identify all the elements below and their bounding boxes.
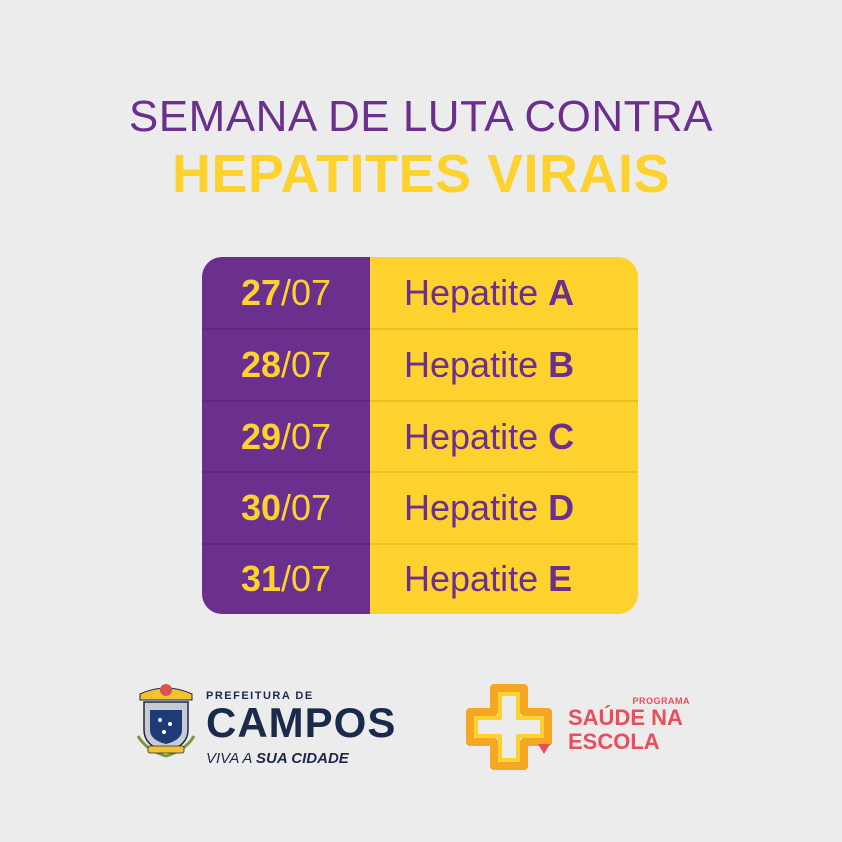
campos-name: CAMPOS xyxy=(206,699,397,746)
campos-tagline-start: VIVA A xyxy=(206,750,257,767)
date-cell: 27/07 xyxy=(202,257,370,329)
hepatitis-letter: B xyxy=(548,344,575,386)
date-cell: 31/07 xyxy=(202,542,370,614)
hepatitis-cell: Hepatite A xyxy=(370,257,638,329)
campos-prefix: PREFEITURA DE xyxy=(206,690,314,702)
date-cell: 30/07 xyxy=(202,471,370,543)
date-month: /07 xyxy=(281,415,332,457)
saude-line-1: SAÚDE NA xyxy=(568,705,683,730)
date-month: /07 xyxy=(281,558,332,600)
title-line-2: HEPATITES VIRAIS xyxy=(171,144,671,204)
campos-tagline: VIVA A SUA CIDADE xyxy=(206,750,396,767)
saude-line-2: ESCOLA xyxy=(568,729,660,754)
hepatitis-letter: C xyxy=(548,415,575,457)
campos-crest-icon xyxy=(136,684,196,758)
date-day: 29 xyxy=(240,415,281,457)
hepatitis-letter: A xyxy=(548,271,575,313)
date-day: 31 xyxy=(240,558,281,600)
date-day: 28 xyxy=(240,344,281,386)
schedule-row: 31/07 Hepatite E xyxy=(202,542,638,614)
hepatitis-cell: Hepatite D xyxy=(370,471,638,543)
hepatitis-name: Hepatite xyxy=(404,558,539,600)
campos-tagline-bold: SUA CIDADE xyxy=(256,750,349,767)
date-day: 27 xyxy=(240,271,281,313)
schedule-row: 30/07 Hepatite D xyxy=(202,471,638,543)
hepatitis-name: Hepatite xyxy=(404,415,539,457)
health-cross-icon xyxy=(466,684,552,770)
date-cell: 28/07 xyxy=(202,328,370,400)
saude-program-label: PROGRAMA xyxy=(632,696,690,706)
date-cell: 29/07 xyxy=(202,399,370,472)
schedule-row: 28/07 Hepatite B xyxy=(202,328,638,400)
hepatitis-letter: D xyxy=(548,486,575,528)
hepatitis-name: Hepatite xyxy=(404,486,539,528)
hepatitis-cell: Hepatite C xyxy=(370,399,638,472)
title-line-1: SEMANA DE LUTA CONTRA xyxy=(128,92,714,141)
date-day: 30 xyxy=(240,486,281,528)
hepatitis-name: Hepatite xyxy=(404,344,539,386)
date-month: /07 xyxy=(281,486,332,528)
campos-logo: PREFEITURA DE CAMPOS VIVA A SUA CIDADE xyxy=(134,678,414,778)
hepatitis-cell: Hepatite B xyxy=(370,328,638,400)
schedule-row: 29/07 Hepatite C xyxy=(202,399,638,472)
saude-na-escola-logo: PROGRAMA SAÚDE NA ESCOLA xyxy=(464,682,714,772)
date-month: /07 xyxy=(281,344,332,386)
schedule-table: 27/07 Hepatite A 28/07 Hepatite B 29/07 … xyxy=(202,257,638,614)
hepatitis-cell: Hepatite E xyxy=(370,542,638,614)
hepatitis-name: Hepatite xyxy=(404,271,539,313)
schedule-row: 27/07 Hepatite A xyxy=(202,257,638,329)
date-month: /07 xyxy=(281,271,332,313)
hepatitis-letter: E xyxy=(548,558,573,600)
